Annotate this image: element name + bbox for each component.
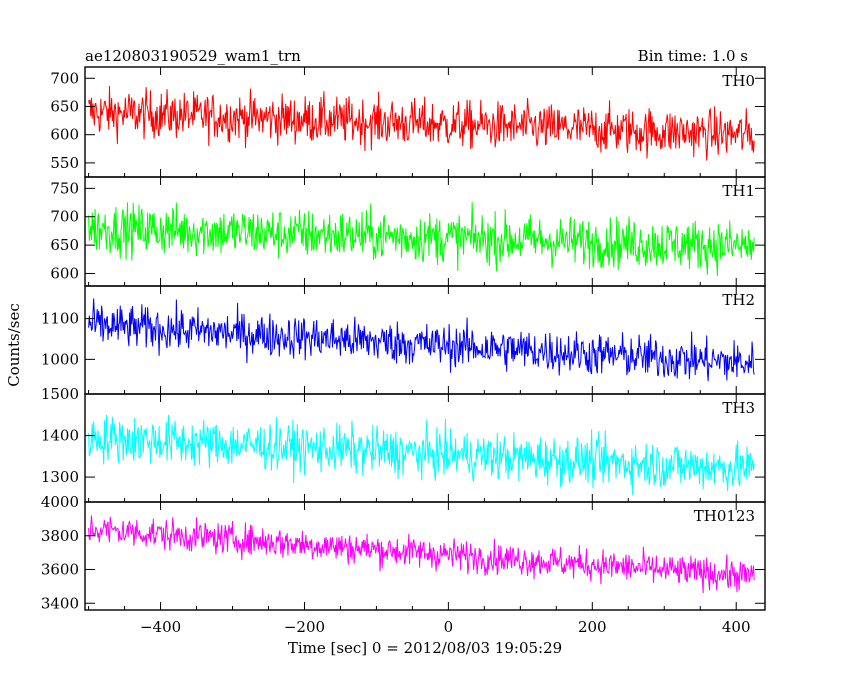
series-line-th0 bbox=[88, 85, 755, 161]
series-line-th0123 bbox=[88, 515, 755, 594]
chart-title: ae120803190529_wam1_trn bbox=[85, 47, 301, 65]
y-tick-label: 3400 bbox=[41, 594, 79, 612]
panel-label: TH1 bbox=[722, 182, 755, 200]
bin-time-label: Bin time: 1.0 s bbox=[638, 47, 748, 65]
x-tick-label: 200 bbox=[578, 618, 607, 636]
y-tick-label: 1500 bbox=[41, 385, 79, 403]
y-tick-label: 3800 bbox=[41, 527, 79, 545]
y-tick-label: 4000 bbox=[41, 493, 79, 511]
panel-th3: 1300 1400 1500 TH3 bbox=[41, 385, 766, 503]
panel-th0123: 3400 3600 3800 4000 TH0123 bbox=[41, 493, 766, 612]
x-axis-label: Time [sec] 0 = 2012/08/03 19:05:29 bbox=[288, 639, 562, 657]
y-tick-label: 650 bbox=[50, 97, 79, 115]
x-tick-label: 400 bbox=[722, 618, 751, 636]
y-tick-label: 650 bbox=[50, 236, 79, 254]
y-tick-label: 1000 bbox=[41, 350, 79, 368]
panel-th2: 1000 1100 TH2 bbox=[41, 285, 766, 395]
panel-th0: 550 600 650 700 TH0 bbox=[50, 66, 766, 178]
y-tick-label: 750 bbox=[50, 179, 79, 197]
y-tick-label: 3600 bbox=[41, 561, 79, 579]
y-tick-label: 600 bbox=[50, 265, 79, 283]
series-line-th2 bbox=[88, 298, 755, 382]
y-tick-label: 600 bbox=[50, 126, 79, 144]
panel-label: TH0 bbox=[722, 72, 755, 90]
panel-frame bbox=[84, 393, 766, 503]
panels-group: 550 600 650 700 TH0 600 650 700 750 TH1 1000 1100 TH… bbox=[41, 66, 766, 612]
panel-frame bbox=[84, 501, 766, 611]
y-tick-label: 1100 bbox=[41, 310, 79, 328]
x-tick-label: −200 bbox=[284, 618, 325, 636]
x-axis: −400 −200 0 200 400 bbox=[88, 67, 751, 636]
y-tick-label: 700 bbox=[50, 69, 79, 87]
panel-label: TH0123 bbox=[694, 507, 755, 525]
series-line-th1 bbox=[88, 202, 755, 277]
series-line-th3 bbox=[88, 414, 755, 495]
panel-label: TH3 bbox=[722, 399, 755, 417]
y-tick-label: 550 bbox=[50, 154, 79, 172]
y-tick-label: 1300 bbox=[41, 468, 79, 486]
panel-label: TH2 bbox=[722, 291, 755, 309]
panel-th1: 600 650 700 750 TH1 bbox=[50, 176, 766, 287]
y-tick-label: 700 bbox=[50, 208, 79, 226]
x-tick-label: −400 bbox=[140, 618, 181, 636]
y-tick-label: 1400 bbox=[41, 427, 79, 445]
x-tick-label: 0 bbox=[444, 618, 454, 636]
y-axis-label: Counts/sec bbox=[5, 303, 23, 387]
